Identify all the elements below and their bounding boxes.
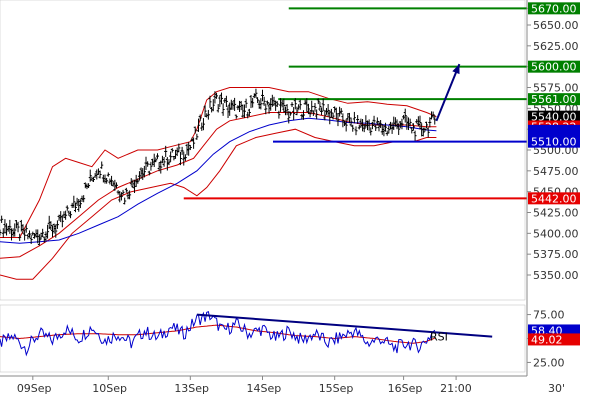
price-tick-label: 5650.00 [533,19,579,32]
rsi-value-tag-label: 49.02 [531,333,563,346]
price-frame [0,0,526,301]
level-tag-label: 5670.00 [531,2,577,15]
rsi-panel: RSI [0,304,526,373]
value-tag-label: 5540.00 [531,111,577,124]
price-tick-label: 5425.00 [533,207,579,220]
x-tick-label: 10Sep [92,382,127,395]
price-tick-label: 5625.00 [533,40,579,53]
rsi-frame [0,304,526,373]
price-tick-label: 5350.00 [533,269,579,282]
price-tick-label: 5375.00 [533,248,579,261]
projection-arrow-line [435,63,461,122]
value-tag [528,110,580,123]
bollinger-upper [0,87,437,238]
price-panel [0,0,527,301]
price-tick-label: 5475.00 [533,165,579,178]
rsi-tick-label: 25.00 [533,356,565,369]
x-axis: 09Sep 10Sep 13Sep 14Sep 15Sep 16Sep 21:00 30' [0,375,565,395]
rsi-value-tag [528,333,580,346]
bollinger-lower [0,128,437,280]
right-axis: 5670.005650.005625.005600.005575.005550.… [526,0,580,376]
x-interval-label: 30' [548,382,565,395]
level-tag [528,192,580,205]
level-tag-label: 5600.00 [531,61,577,74]
level-tag [528,60,580,73]
projection-arrow-head [452,64,460,75]
x-tick-label: 09Sep [17,382,52,395]
x-tick-label: 14Sep [247,382,282,395]
rsi-trendline [196,313,493,338]
level-tag-label: 5510.00 [531,136,577,149]
x-tick-label: 16Sep [388,382,423,395]
rsi-tick-label: 75.00 [533,309,565,322]
price-tick-label: 5400.00 [533,227,579,240]
level-tag [528,93,580,106]
x-tick-label: 15Sep [319,382,354,395]
rsi-label: RSI [430,330,448,343]
x-tick-label: 21:00 [440,382,472,395]
level-tag-label: 5561.00 [531,93,577,106]
x-tick-label: 13Sep [174,382,209,395]
level-tag-label: 5442.00 [531,192,577,205]
price-tick-label: 5575.00 [533,82,579,95]
rsi-line [0,311,436,357]
moving-average-blue [0,117,437,244]
level-tag [528,2,580,15]
value-tag [528,124,580,137]
level-tag [528,135,580,148]
